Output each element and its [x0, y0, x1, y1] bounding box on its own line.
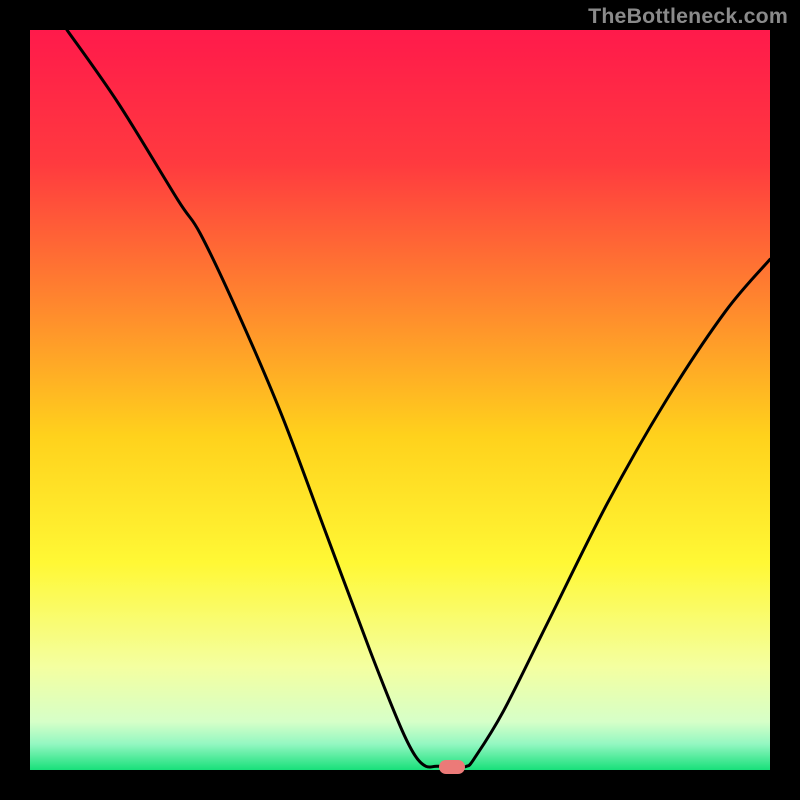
bottleneck-plot: [30, 30, 770, 770]
watermark-text: TheBottleneck.com: [588, 4, 788, 29]
optimal-marker: [439, 760, 465, 774]
chart-frame: TheBottleneck.com: [0, 0, 800, 800]
